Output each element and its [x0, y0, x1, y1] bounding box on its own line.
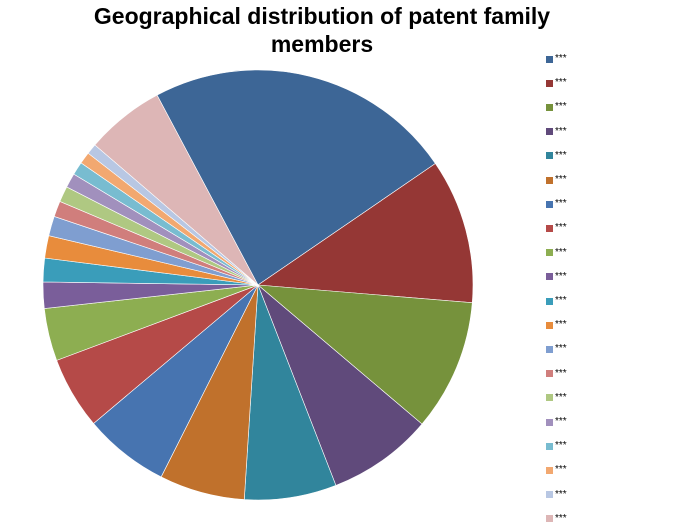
- legend-label: ***: [555, 464, 567, 476]
- chart-title-line-2: members: [270, 31, 374, 57]
- legend-item: ***: [546, 173, 567, 187]
- legend-item: ***: [546, 149, 567, 163]
- legend-label: ***: [555, 512, 567, 524]
- legend-item: ***: [546, 318, 567, 332]
- legend-swatch: [546, 442, 553, 450]
- legend-label: ***: [555, 246, 567, 258]
- legend-label: ***: [555, 149, 567, 161]
- legend-item: ***: [546, 367, 567, 381]
- legend-label: ***: [555, 343, 567, 355]
- legend-item: ***: [546, 439, 567, 453]
- legend-swatch: [546, 273, 553, 281]
- legend-label: ***: [555, 295, 567, 306]
- legend-item: ***: [546, 342, 567, 356]
- legend-label: ***: [555, 101, 567, 113]
- legend-swatch: [546, 55, 553, 63]
- legend-label: ***: [555, 53, 567, 64]
- legend-swatch: [546, 515, 553, 523]
- legend-label: ***: [555, 77, 567, 89]
- legend-item: ***: [546, 221, 567, 235]
- legend-swatch: [546, 200, 553, 208]
- legend-item: ***: [546, 76, 567, 90]
- legend-label: ***: [555, 391, 567, 403]
- legend-swatch: [546, 345, 553, 353]
- legend-item: ***: [546, 294, 567, 308]
- pie-slice-3: [257, 284, 473, 425]
- legend-swatch: [546, 152, 553, 160]
- pie-slice-4: [257, 284, 423, 486]
- legend-swatch: [546, 128, 553, 136]
- legend-label: ***: [555, 174, 567, 185]
- legend-label: ***: [555, 222, 567, 234]
- legend-swatch: [546, 321, 553, 329]
- chart-title: Geographical distribution of patent fami…: [0, 2, 644, 58]
- legend-label: ***: [555, 416, 567, 427]
- legend-item: ***: [546, 463, 567, 477]
- legend-item: ***: [546, 512, 567, 526]
- legend-item: ***: [546, 197, 567, 211]
- legend-swatch: [546, 224, 553, 232]
- legend-swatch: [546, 394, 553, 402]
- legend-item: ***: [546, 100, 567, 114]
- legend-swatch: [546, 103, 553, 111]
- legend-item: ***: [546, 415, 567, 429]
- legend-item: ***: [546, 270, 567, 284]
- legend-swatch: [546, 297, 553, 305]
- legend-item: ***: [546, 391, 567, 405]
- legend-item: ***: [546, 488, 567, 502]
- legend-label: ***: [555, 440, 567, 452]
- legend-swatch: [546, 491, 553, 499]
- legend-swatch: [546, 176, 553, 184]
- legend-swatch: [546, 249, 553, 257]
- pie-slice-20: [94, 94, 259, 286]
- legend-label: ***: [555, 198, 567, 210]
- legend-label: ***: [555, 488, 567, 500]
- pie-slice-1: [156, 69, 436, 286]
- legend-item: ***: [546, 52, 567, 66]
- legend-label: ***: [555, 367, 567, 379]
- legend-label: ***: [555, 319, 567, 331]
- legend-label: ***: [555, 270, 567, 282]
- pie-slice-2: [257, 163, 474, 304]
- legend-item: ***: [546, 246, 567, 260]
- legend-label: ***: [555, 125, 567, 137]
- legend-swatch: [546, 79, 553, 87]
- legend-swatch: [546, 370, 553, 378]
- chart-title-line-1: Geographical distribution of patent fami…: [93, 3, 551, 29]
- legend-swatch: [546, 418, 553, 426]
- legend-swatch: [546, 466, 553, 474]
- legend-item: ***: [546, 125, 567, 139]
